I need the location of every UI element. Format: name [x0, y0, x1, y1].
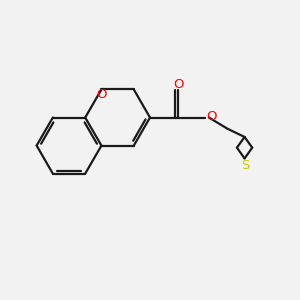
- Text: O: O: [96, 88, 107, 101]
- Text: O: O: [173, 78, 183, 91]
- Text: S: S: [242, 159, 250, 172]
- Text: O: O: [206, 110, 217, 123]
